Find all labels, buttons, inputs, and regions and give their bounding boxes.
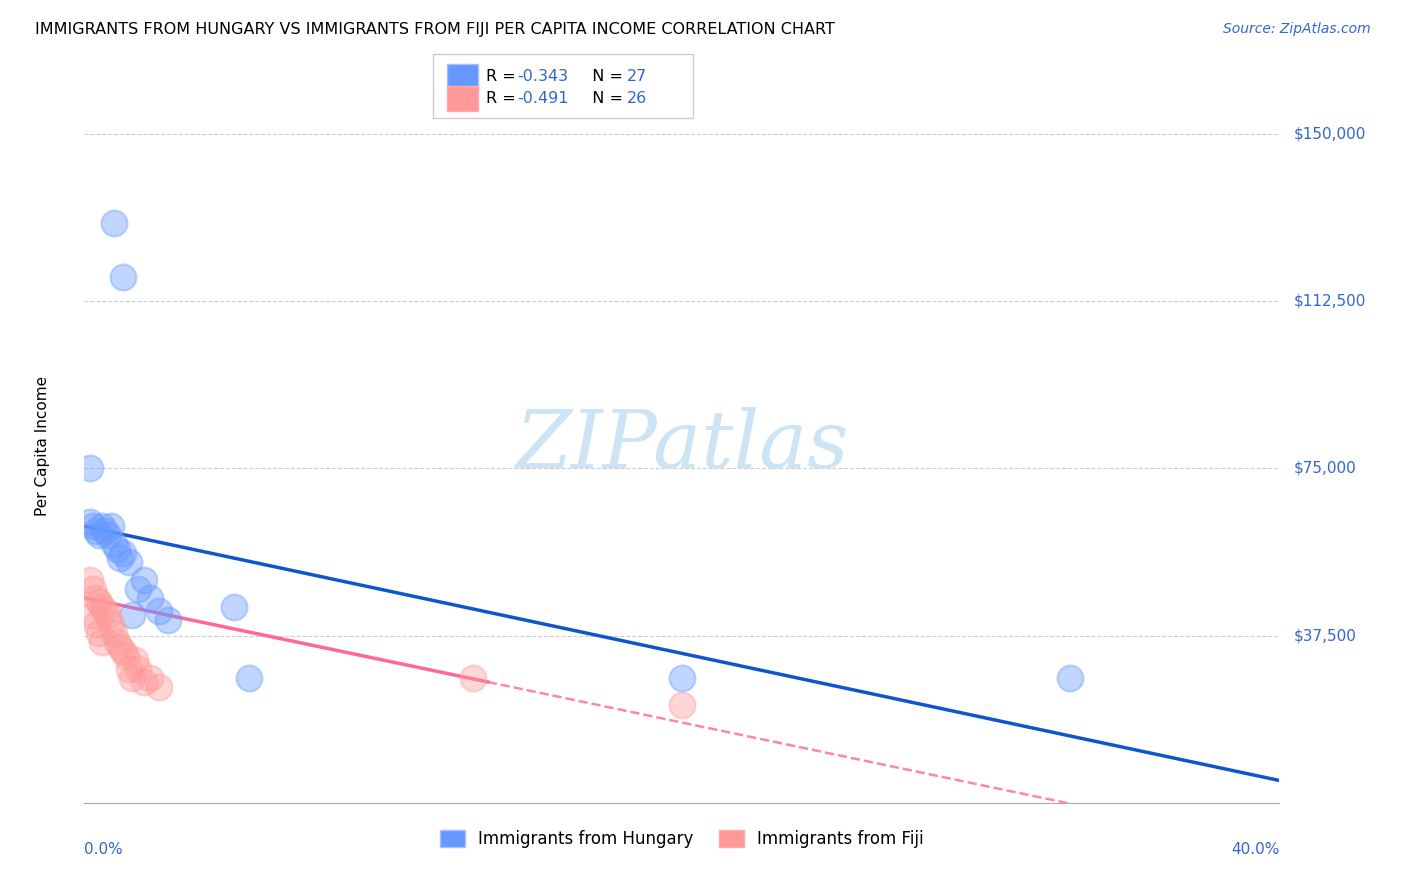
Point — [91, 635, 114, 649]
Point — [671, 671, 693, 685]
Text: ZIPatlas: ZIPatlas — [515, 408, 849, 484]
Point — [103, 216, 125, 230]
Point — [115, 648, 138, 663]
Point — [139, 591, 162, 605]
Point — [127, 582, 149, 596]
Point — [105, 541, 128, 556]
Point — [86, 591, 108, 605]
Point — [82, 608, 104, 623]
Text: Per Capita Income: Per Capita Income — [35, 376, 51, 516]
Text: R =: R = — [486, 91, 522, 105]
Text: 0.0%: 0.0% — [84, 842, 124, 857]
Point — [121, 608, 143, 623]
Text: IMMIGRANTS FROM HUNGARY VS IMMIGRANTS FROM FIJI PER CAPITA INCOME CORRELATION CH: IMMIGRANTS FROM HUNGARY VS IMMIGRANTS FR… — [35, 22, 835, 37]
Point — [94, 524, 117, 538]
Point — [121, 671, 143, 685]
Point — [79, 573, 101, 587]
Point — [118, 662, 141, 676]
Point — [100, 617, 122, 632]
Point — [89, 626, 111, 640]
Point — [103, 537, 125, 551]
Text: N =: N = — [582, 91, 628, 105]
Legend: Immigrants from Hungary, Immigrants from Fiji: Immigrants from Hungary, Immigrants from… — [433, 823, 931, 855]
Text: 27: 27 — [627, 70, 647, 84]
Point — [112, 546, 135, 560]
Text: Source: ZipAtlas.com: Source: ZipAtlas.com — [1223, 22, 1371, 37]
Text: $112,500: $112,500 — [1294, 293, 1367, 309]
Point — [112, 269, 135, 284]
Point — [157, 613, 180, 627]
Text: R =: R = — [486, 70, 522, 84]
Point — [79, 515, 101, 529]
Point — [132, 675, 156, 690]
Point — [86, 617, 108, 632]
Point — [82, 582, 104, 596]
Text: $150,000: $150,000 — [1294, 127, 1367, 141]
Point — [238, 671, 260, 685]
Point — [118, 555, 141, 569]
Point — [139, 671, 162, 685]
Point — [110, 550, 132, 565]
Point — [124, 653, 146, 667]
Point — [222, 599, 245, 614]
Point — [112, 644, 135, 658]
Text: $37,500: $37,500 — [1294, 628, 1357, 643]
Point — [148, 604, 170, 618]
Text: N =: N = — [582, 70, 628, 84]
Text: 26: 26 — [627, 91, 647, 105]
Point — [671, 698, 693, 712]
Point — [127, 662, 149, 676]
Point — [94, 604, 117, 618]
Point — [91, 519, 114, 533]
Point — [1059, 671, 1081, 685]
Point — [100, 519, 122, 533]
Text: $75,000: $75,000 — [1294, 461, 1357, 475]
Text: -0.343: -0.343 — [517, 70, 568, 84]
Text: 40.0%: 40.0% — [1232, 842, 1279, 857]
Point — [89, 528, 111, 542]
Point — [79, 461, 101, 475]
Point — [461, 671, 484, 685]
Text: -0.491: -0.491 — [517, 91, 569, 105]
Point — [82, 519, 104, 533]
Point — [148, 680, 170, 694]
Point — [105, 635, 128, 649]
Point — [97, 528, 120, 542]
Point — [89, 595, 111, 609]
Point — [132, 573, 156, 587]
Point — [86, 524, 108, 538]
Point — [110, 640, 132, 654]
Point — [91, 599, 114, 614]
Point — [103, 626, 125, 640]
Point — [97, 608, 120, 623]
